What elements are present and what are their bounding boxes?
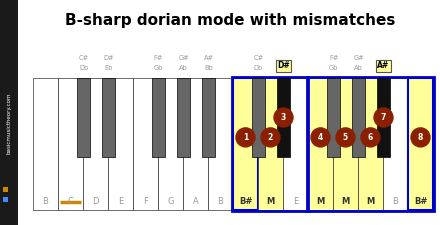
Circle shape [236,128,255,147]
Bar [108,78,133,210]
Text: 3: 3 [281,113,286,122]
Bar [308,78,333,210]
Text: M: M [341,198,350,207]
Circle shape [336,128,355,147]
Bar [333,78,358,210]
Text: D: D [92,198,99,207]
Circle shape [274,108,293,127]
Text: A#: A# [203,55,213,61]
Bar [377,78,390,157]
Bar [233,78,258,210]
Text: 5: 5 [343,133,348,142]
Text: B#: B# [239,198,252,207]
Bar [152,78,165,157]
Bar [77,78,90,157]
Text: F#: F# [154,55,163,61]
Bar [283,78,308,210]
Bar [102,78,115,157]
Text: Eb: Eb [104,65,113,71]
Text: Db: Db [79,65,88,71]
Text: B: B [43,198,48,207]
Bar [358,78,383,210]
Text: 8: 8 [418,133,423,142]
Bar [352,78,365,157]
Text: B: B [392,198,399,207]
Bar [83,78,108,210]
Bar [202,78,215,157]
Bar [177,78,190,157]
Text: D#: D# [277,61,290,70]
Circle shape [374,108,393,127]
Bar [58,78,83,210]
Text: B-sharp dorian mode with mismatches: B-sharp dorian mode with mismatches [65,13,395,28]
Bar [408,78,433,210]
Text: Gb: Gb [154,65,163,71]
Text: Db: Db [254,65,263,71]
Text: F: F [143,198,148,207]
Text: G#: G# [353,55,364,61]
Bar [232,77,308,211]
Bar [183,78,208,210]
Bar [383,78,408,210]
Bar [133,78,158,210]
Bar [158,78,183,210]
Bar [277,78,290,157]
Bar [3,187,8,192]
Circle shape [311,128,330,147]
Text: 2: 2 [268,133,273,142]
Text: B: B [217,198,224,207]
Text: 4: 4 [318,133,323,142]
Text: 1: 1 [243,133,248,142]
Text: B#: B# [414,198,427,207]
Bar [252,78,265,157]
Text: M: M [367,198,374,207]
Text: 7: 7 [381,113,386,122]
Text: E: E [118,198,123,207]
Text: A: A [193,198,198,207]
Text: Ab: Ab [179,65,188,71]
Text: 6: 6 [368,133,373,142]
Bar [307,77,434,211]
Text: A#: A# [378,61,390,70]
Text: G: G [167,198,174,207]
Circle shape [411,128,430,147]
Text: D#: D# [103,55,114,61]
Circle shape [361,128,380,147]
Text: G#: G# [178,55,189,61]
Text: Bb: Bb [204,65,213,71]
Text: C#: C# [78,55,88,61]
Text: M: M [316,198,325,207]
Bar [33,78,58,210]
Text: F#: F# [329,55,338,61]
Bar [208,78,233,210]
Text: C#: C# [253,55,264,61]
Text: M: M [266,198,275,207]
Bar [258,78,283,210]
Text: basicmusictheory.com: basicmusictheory.com [7,93,11,155]
Text: E: E [293,198,298,207]
Text: Ab: Ab [354,65,363,71]
Circle shape [261,128,280,147]
Text: C: C [68,198,73,207]
Bar [0,0,18,225]
Text: Gb: Gb [329,65,338,71]
Bar [327,78,340,157]
Bar [3,197,8,202]
